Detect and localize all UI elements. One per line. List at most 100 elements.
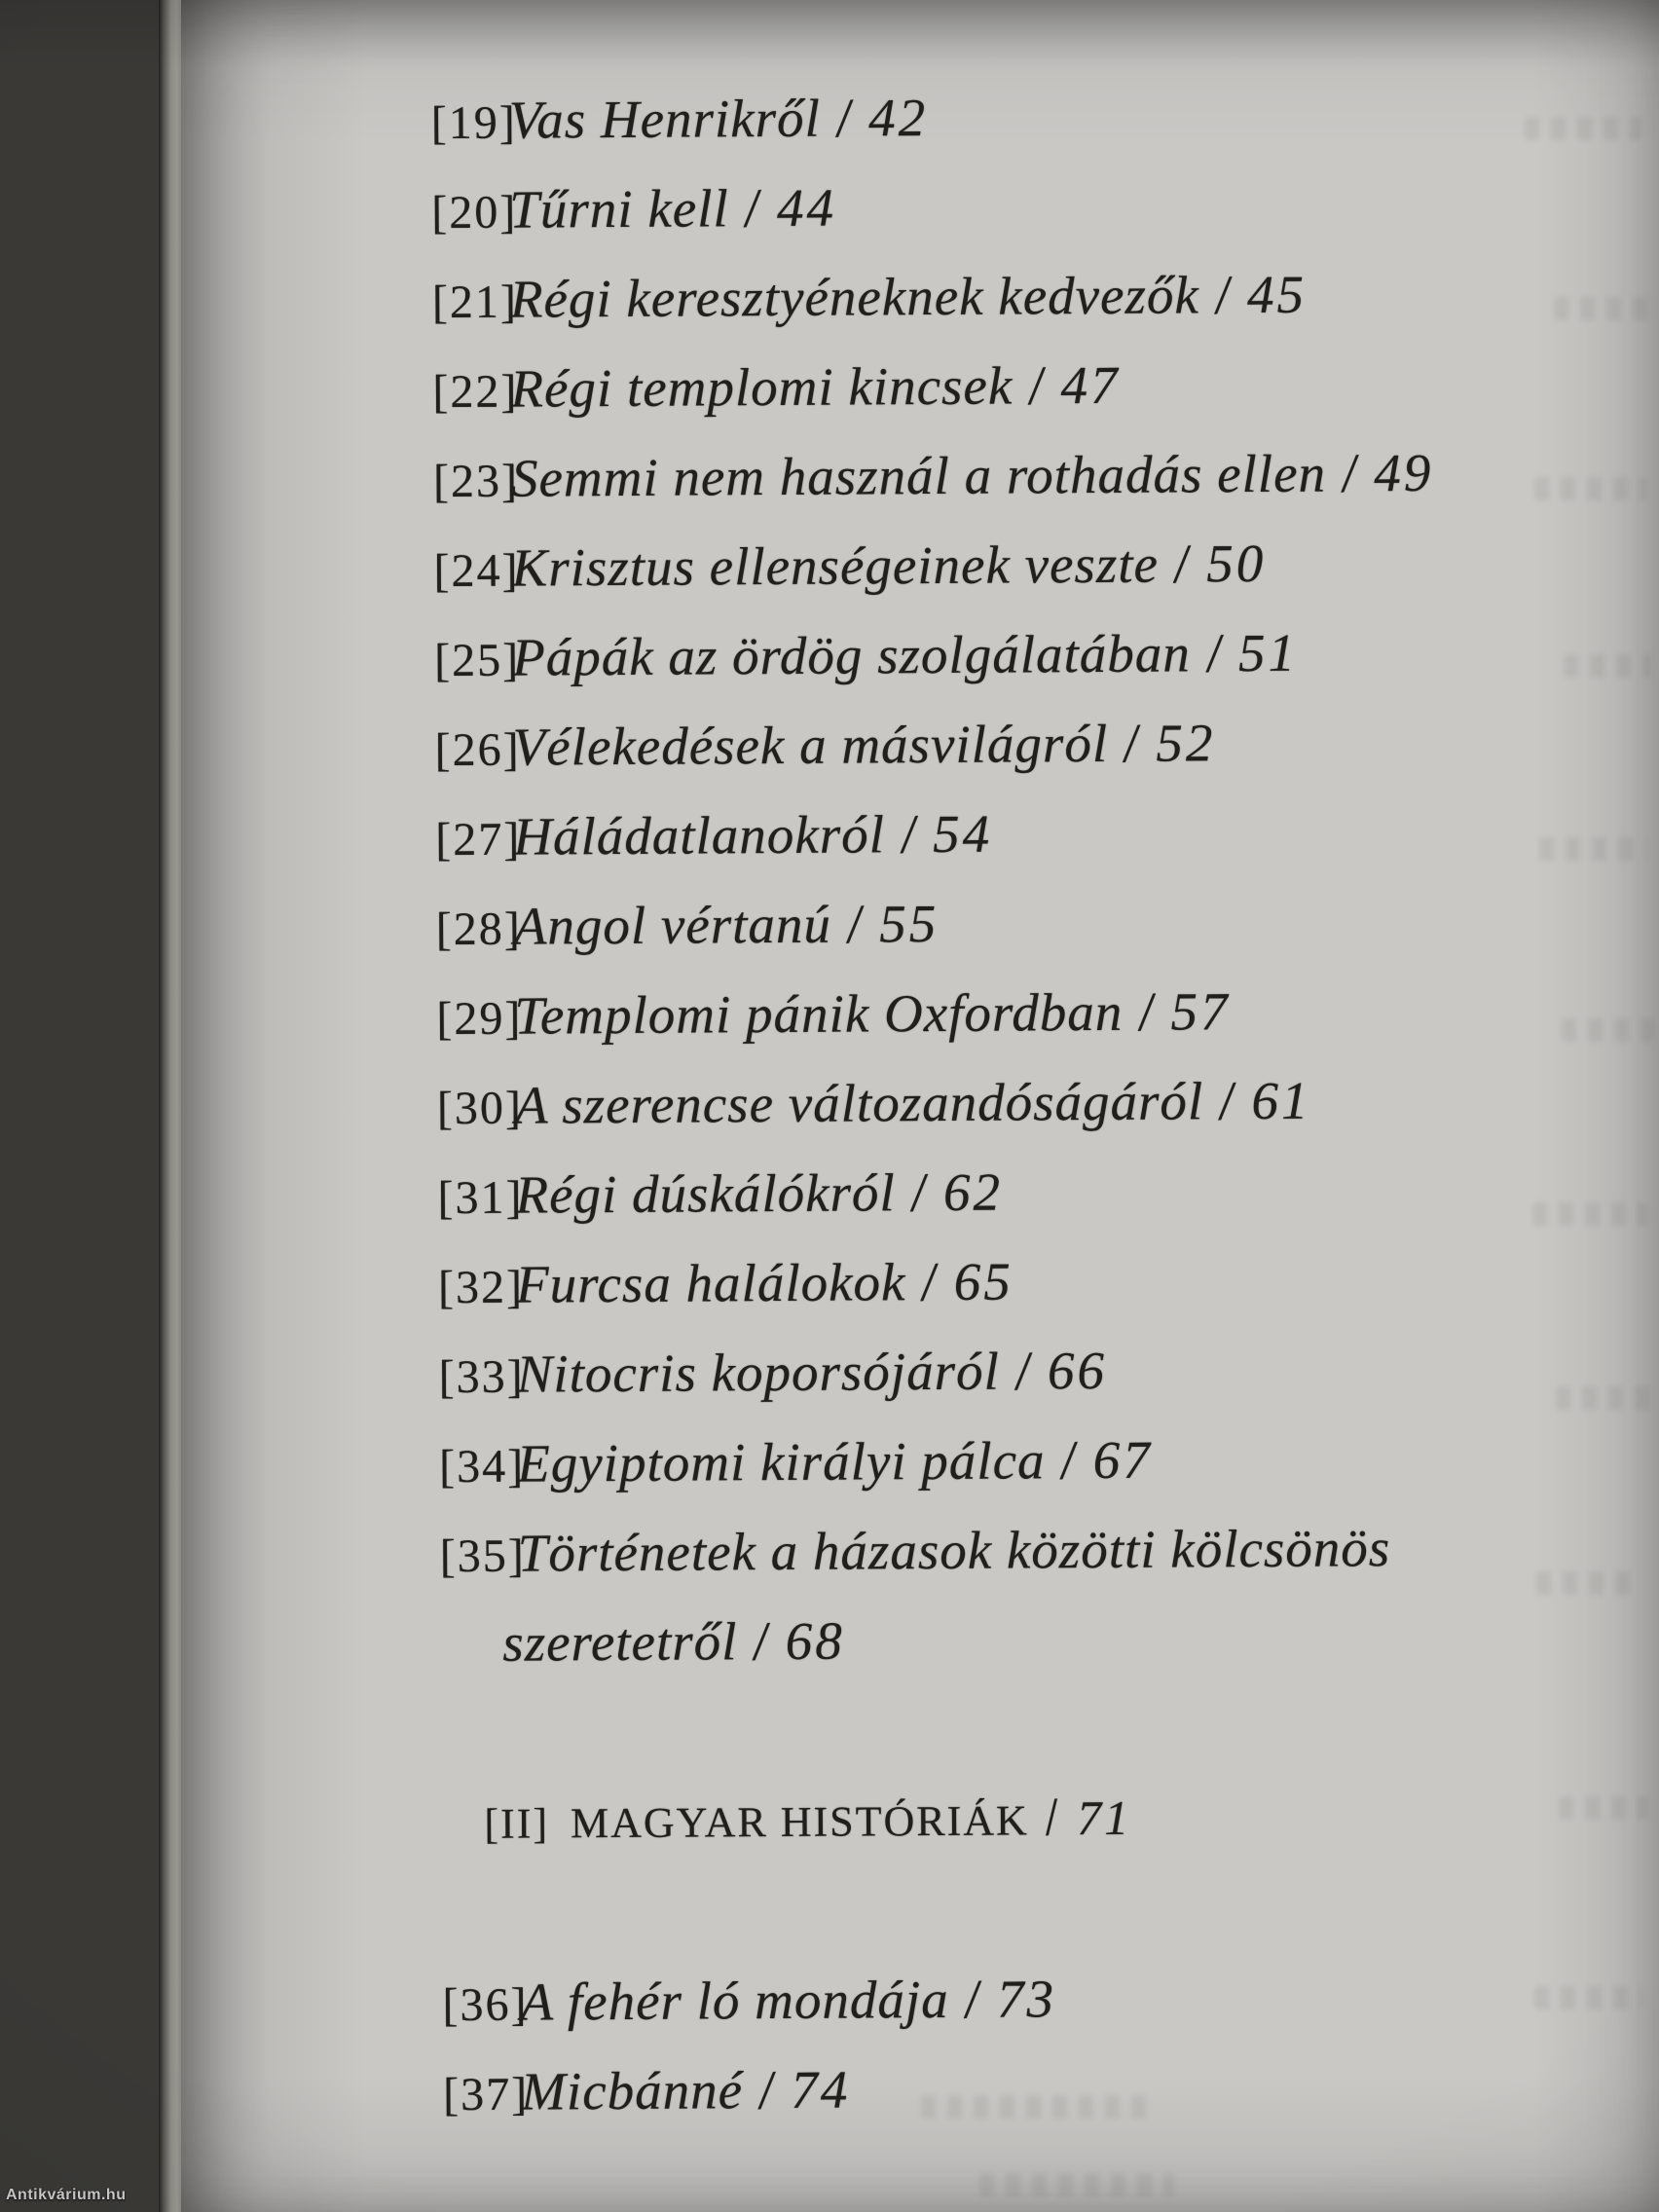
entry-page-number: 66 xyxy=(1047,1340,1108,1401)
entry-number: [34] xyxy=(439,1440,526,1493)
entry-number: [25] xyxy=(433,634,521,687)
table-surface xyxy=(0,0,159,2212)
entry-page-number: 44 xyxy=(776,177,837,238)
book-page: [19] Vas Henrikről/42 [20] Tűrni kell/44… xyxy=(181,0,1659,2212)
entry-page-number: 61 xyxy=(1251,1070,1311,1131)
entry-number: [37] xyxy=(442,2068,530,2121)
entry-page-number: 68 xyxy=(785,1610,845,1671)
bleed-through-mark xyxy=(1536,1571,1641,1595)
entry-page-number: 71 xyxy=(1076,1789,1132,1846)
bleed-through-mark xyxy=(1539,837,1646,861)
separator-slash: / xyxy=(918,1251,940,1312)
bleed-through-mark xyxy=(921,2095,1155,2119)
separator-slash: / xyxy=(844,893,865,955)
entry-number: [30] xyxy=(436,1082,524,1135)
entry-page-number: 65 xyxy=(953,1251,1014,1311)
toc-entry: [33] Nitocris koporsójáról/66 xyxy=(189,1322,1659,1420)
toc-entry: [31] Régi dúskálókról/62 xyxy=(188,1143,1659,1241)
antikvarium-watermark: Antikvárium.hu xyxy=(6,2187,127,2203)
toc-entry: [24] Krisztus ellenségeinek veszte/50 xyxy=(184,516,1659,614)
entry-title: Semmi nem használ a rothadás ellen xyxy=(510,443,1327,508)
entry-number: [33] xyxy=(438,1350,525,1404)
entry-title: Egyiptomi királyi pálca xyxy=(516,1430,1046,1493)
bleed-through-mark xyxy=(1534,477,1646,500)
bleed-through-mark xyxy=(1562,1018,1654,1042)
separator-slash: / xyxy=(1211,264,1233,325)
entry-page-number: 73 xyxy=(996,1969,1057,2029)
separator-slash: / xyxy=(898,803,918,865)
entry-page-number: 51 xyxy=(1237,622,1299,683)
entry-title: Régi templomi kincsek xyxy=(510,355,1014,419)
entry-title: A szerencse változandóságáról xyxy=(514,1071,1204,1135)
separator-slash: / xyxy=(1121,713,1142,774)
bleed-through-mark xyxy=(1554,297,1651,320)
entry-title: Furcsa halálokok xyxy=(515,1252,906,1314)
separator-slash: / xyxy=(1135,981,1157,1043)
entry-page-number: 54 xyxy=(933,803,993,865)
toc-entry: [25] Pápák az ördög szolgálatában/51 xyxy=(185,606,1659,704)
entry-number: [36] xyxy=(442,1978,529,2032)
entry-title: Történetek a házasok közötti kölcsönös xyxy=(517,1518,1391,1583)
entry-number: [23] xyxy=(432,455,520,508)
entry-title: Régi keresztyéneknek kedvezők xyxy=(509,265,1199,329)
separator-slash: / xyxy=(1171,533,1192,595)
toc-entry: [26] Vélekedések a másvilágról/52 xyxy=(185,695,1659,793)
entry-number: [32] xyxy=(437,1261,525,1314)
entry-title: Krisztus ellenségeinek veszte xyxy=(511,534,1160,598)
entry-number: [20] xyxy=(431,186,518,240)
entry-title: Háládatlanokról xyxy=(513,804,886,866)
entry-title: Micbánné xyxy=(520,2060,744,2121)
entry-number: [26] xyxy=(434,723,521,777)
separator-slash: / xyxy=(907,1161,929,1223)
separator-slash: / xyxy=(1025,354,1047,416)
entry-title: Pápák az ördög szolgálatában xyxy=(511,623,1191,687)
bleed-through-mark xyxy=(1534,1986,1643,2009)
entry-page-number: 67 xyxy=(1092,1429,1153,1491)
bleed-through-mark xyxy=(1556,1386,1651,1410)
separator-slash: / xyxy=(1202,622,1224,683)
entry-number: [31] xyxy=(437,1171,524,1225)
toc-entry: [28] Angol vértanú/55 xyxy=(187,874,1659,973)
entry-number: [22] xyxy=(432,365,519,419)
toc-entry: [35] Történetek a házasok közötti kölcsö… xyxy=(190,1501,1659,1600)
entry-page-number: 49 xyxy=(1374,442,1434,503)
entry-number: [29] xyxy=(436,992,523,1046)
entry-title: Templomi pánik Oxfordban xyxy=(514,981,1124,1046)
entry-title: Vélekedések a másvilágról xyxy=(512,713,1109,777)
entry-number: [19] xyxy=(430,96,517,150)
page-fore-edge xyxy=(159,0,181,2212)
entry-page-number: 55 xyxy=(879,893,940,954)
toc-entry: [20] Tűrni kell/44 xyxy=(182,158,1659,256)
toc-entry: [II] MAGYAR HISTÓRIÁK/71 xyxy=(192,1768,1659,1866)
entry-number: [35] xyxy=(439,1530,526,1583)
toc-entry: [30] A szerencse változandóságáról/61 xyxy=(188,1053,1659,1152)
toc-entry: [21] Régi keresztyéneknek kedvezők/45 xyxy=(183,247,1659,346)
separator-slash: / xyxy=(832,87,854,149)
bleed-through-mark xyxy=(1559,1796,1648,1820)
separator-slash: / xyxy=(1216,1070,1237,1131)
bleed-through-mark xyxy=(1532,1202,1647,1226)
bleed-through-mark xyxy=(1525,117,1641,140)
entry-title: MAGYAR HISTÓRIÁK xyxy=(570,1796,1029,1848)
entry-number: [21] xyxy=(431,276,519,329)
toc-entry: [37] Micbánné/74 xyxy=(194,2040,1659,2138)
bleed-through-mark xyxy=(1564,654,1651,678)
toc-entry: [34] Egyiptomi királyi pálca/67 xyxy=(190,1412,1659,1510)
entry-number: [24] xyxy=(433,544,520,598)
toc-entry: [32] Furcsa halálokok/65 xyxy=(189,1233,1659,1331)
toc-entry: [22] Régi templomi kincsek/47 xyxy=(183,337,1659,435)
toc-entry: [19] Vas Henrikről/42 xyxy=(181,68,1659,166)
entry-title: Angol vértanú xyxy=(513,894,832,956)
entry-title: Régi dúskálókról xyxy=(515,1162,896,1225)
entry-title: szeretetről xyxy=(502,1611,738,1673)
toc-entry: [23] Semmi nem használ a rothadás ellen /… xyxy=(184,426,1659,525)
entry-page-number: 57 xyxy=(1170,981,1231,1042)
entry-page-number: 62 xyxy=(942,1161,1004,1222)
separator-slash: / xyxy=(1339,442,1360,503)
entry-title: A fehér ló mondája xyxy=(520,1969,949,2032)
entry-page-number: 74 xyxy=(791,2059,851,2120)
toc-entry: szeretetről/68 xyxy=(191,1591,1659,1689)
entry-page-number: 45 xyxy=(1246,264,1308,325)
separator-slash: / xyxy=(741,177,762,239)
